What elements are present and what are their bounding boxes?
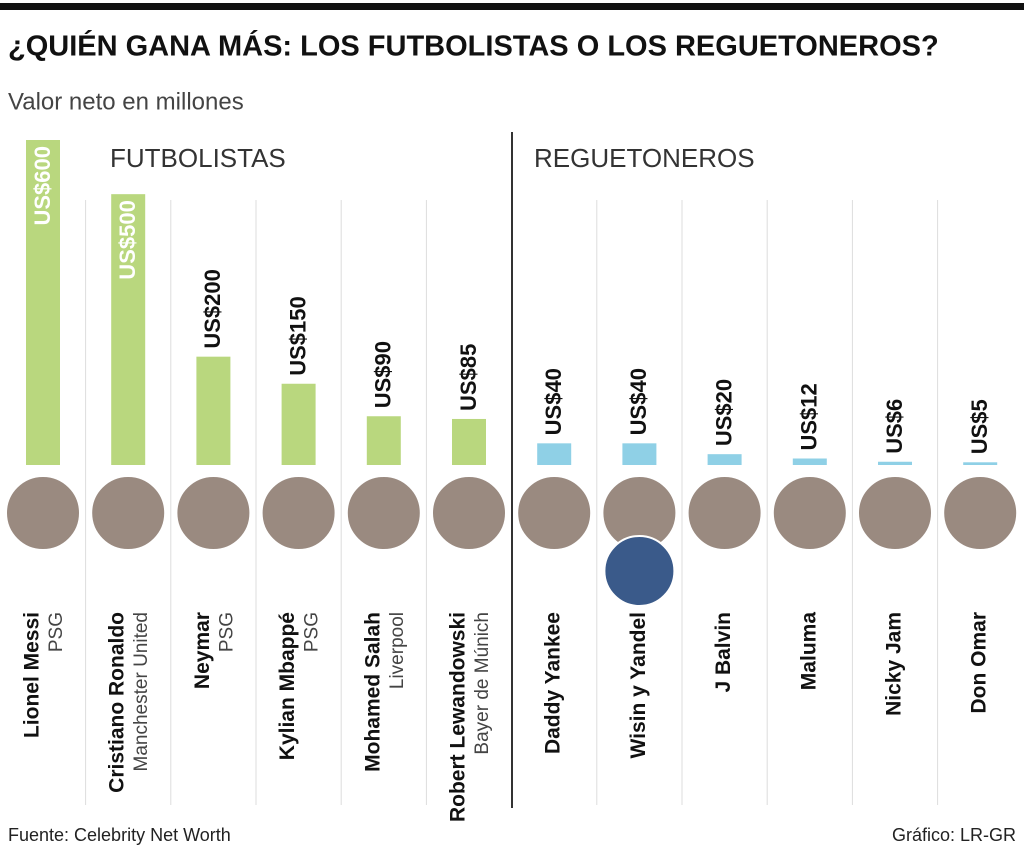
value-label: US$150: [285, 296, 310, 376]
detail: Bayer de Múnich: [472, 612, 493, 755]
name: Nicky Jam: [883, 612, 906, 716]
name: Mohamed Salah: [361, 612, 384, 772]
name: Maluma: [797, 612, 820, 691]
name: Daddy Yankee: [542, 612, 565, 754]
credit: Gráfico: LR-GR: [892, 825, 1016, 845]
name: Kylian Mbappé: [276, 612, 299, 760]
group-label: REGUETONEROS: [534, 143, 755, 173]
value-label: US$5: [967, 399, 992, 454]
bar: [196, 356, 231, 465]
bar: [26, 140, 60, 465]
photo: [5, 475, 81, 551]
detail: Liverpool: [387, 612, 408, 689]
photo: [345, 475, 422, 551]
name: J Balvin: [712, 612, 735, 693]
name: Robert Lewandowski: [447, 612, 470, 822]
bar: [792, 458, 827, 465]
name: Lionel Messi: [21, 612, 44, 738]
value-label: US$40: [626, 368, 651, 435]
photo: [90, 475, 167, 551]
value-label: US$6: [882, 399, 907, 454]
bar: [366, 416, 401, 465]
photo: [942, 475, 1019, 551]
bar: [707, 454, 742, 465]
value-label: US$200: [200, 269, 225, 349]
name: Don Omar: [968, 612, 991, 714]
name: Wisin y Yandel: [627, 612, 650, 758]
bar: [281, 383, 316, 465]
bar: [111, 194, 146, 465]
detail: Manchester United: [131, 612, 152, 771]
bar: [963, 462, 998, 465]
detail: PSG: [302, 612, 323, 652]
photo: [771, 475, 848, 551]
photo: [175, 475, 252, 551]
detail: PSG: [46, 612, 67, 652]
value-label: US$500: [115, 200, 140, 280]
bar: [537, 443, 572, 465]
detail: PSG: [216, 612, 237, 652]
photo: [516, 475, 593, 551]
group-label: FUTBOLISTAS: [110, 143, 286, 173]
name: Cristiano Ronaldo: [106, 612, 129, 793]
source: Fuente: Celebrity Net Worth: [8, 825, 231, 845]
photo: [260, 475, 337, 551]
chart-title: ¿QUIÉN GANA MÁS: LOS FUTBOLISTAS O LOS R…: [8, 29, 939, 63]
photo: [603, 535, 676, 607]
value-label: US$12: [797, 383, 822, 450]
photo: [857, 475, 933, 551]
top-rule: [0, 3, 1024, 10]
bar: [878, 461, 912, 465]
chart-subtitle: Valor neto en millones: [8, 88, 244, 115]
value-label: US$20: [711, 379, 736, 446]
photo: [431, 475, 507, 551]
value-label: US$40: [541, 368, 566, 435]
name: Neymar: [191, 612, 214, 689]
bar: [452, 418, 486, 465]
value-label: US$90: [371, 341, 396, 408]
bar: [622, 443, 657, 465]
value-label: US$600: [30, 146, 55, 226]
value-label: US$85: [456, 344, 481, 411]
photo: [686, 475, 763, 551]
